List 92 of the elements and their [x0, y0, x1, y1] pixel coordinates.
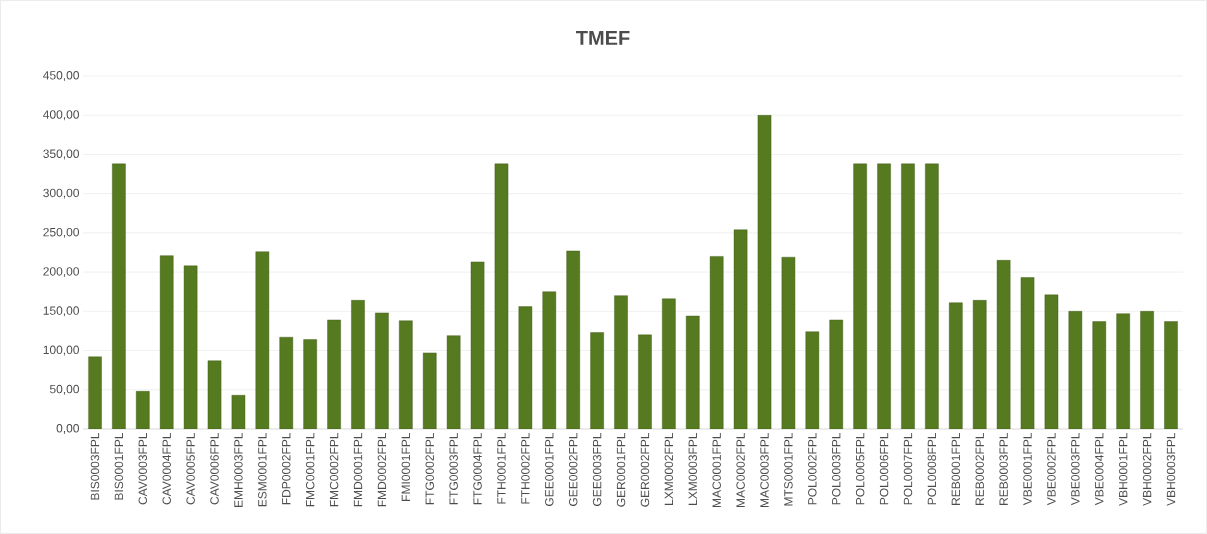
- bar: [1164, 321, 1178, 429]
- x-tick-label: FMC0002FPL: [329, 432, 339, 507]
- bar: [566, 250, 580, 429]
- bar: [112, 163, 126, 429]
- bar: [972, 300, 987, 429]
- bar: [446, 335, 461, 429]
- x-tick-label: EMH0003FPL: [234, 432, 243, 507]
- x-tick-label: VBE0001FPL: [1023, 432, 1032, 506]
- bar: [327, 319, 341, 429]
- x-tick-label: VBE0004FPL: [1095, 432, 1104, 506]
- bar: [996, 260, 1011, 429]
- x-tick-label: BIS0001FPL: [114, 432, 124, 500]
- x-tick-label: REB0001FPL: [951, 432, 961, 505]
- x-tick-label: FMC0001FPL: [305, 432, 315, 507]
- x-tick-label: VBH0003FPL: [1166, 432, 1176, 506]
- x-tick-label: REB0003FPL: [999, 432, 1008, 505]
- bar: [853, 163, 867, 429]
- bar: [590, 332, 604, 429]
- x-tick-label: FTG0002FPL: [425, 432, 434, 505]
- y-tick-label: 400,00: [43, 110, 80, 121]
- x-tick-label: MAC0003FPL: [760, 432, 769, 507]
- x-tick-label: POL0005FPL: [855, 432, 865, 505]
- y-tick-label: 450,00: [43, 71, 80, 81]
- x-tick-label: LXM0002FPL: [664, 432, 674, 505]
- bar: [1116, 313, 1130, 429]
- bar: [183, 265, 198, 429]
- chart-title: TMEF: [576, 31, 630, 45]
- x-tick-label: MAC0002FPL: [736, 432, 745, 507]
- x-tick-label: POL0003FPL: [831, 432, 841, 505]
- bar: [399, 320, 413, 429]
- x-tick-label: FDP0002FPL: [282, 432, 291, 505]
- y-tick-label: 150,00: [43, 306, 80, 317]
- x-tick-label: BIS0003FPL: [90, 432, 100, 500]
- bar: [925, 163, 939, 429]
- bar: [1068, 311, 1083, 429]
- x-tick-label: REB0002FPL: [975, 432, 984, 505]
- bar: [159, 255, 174, 429]
- y-tick-label: 300,00: [43, 188, 80, 199]
- y-tick-label: 0,00: [56, 424, 80, 434]
- x-tick-label: FMD0001FPL: [353, 432, 363, 507]
- x-tick-label: ESM0001FPL: [258, 432, 267, 507]
- x-tick-label: POL0007FPL: [903, 432, 913, 505]
- bar: [805, 331, 820, 429]
- y-tick-label: 350,00: [43, 149, 80, 160]
- x-tick-label: GEE0003FPL: [592, 432, 602, 506]
- y-tick-label: 100,00: [43, 345, 80, 356]
- bar: [518, 306, 533, 429]
- x-tick-label: FMD0002FPL: [377, 432, 387, 507]
- x-tick-label: LXM0003FPL: [688, 432, 697, 505]
- bar: [709, 256, 724, 429]
- bar: [781, 256, 796, 429]
- x-tick-label: GER0002FPL: [640, 432, 650, 507]
- bar: [375, 312, 389, 429]
- bar: [949, 302, 963, 429]
- x-tick-label: FTG0004FPL: [473, 432, 482, 505]
- x-tick-label: GER0001FPL: [616, 432, 626, 507]
- bar: [88, 356, 102, 429]
- x-tick-label: FMI0001FPL: [401, 432, 411, 501]
- bar: [542, 291, 557, 429]
- bar: [303, 339, 317, 429]
- bar: [733, 229, 748, 429]
- x-tick-label: GEE0001FPL: [545, 432, 554, 506]
- x-tick-label: VBE0003FPL: [1071, 432, 1080, 506]
- x-tick-label: CAV0005FPL: [186, 432, 195, 505]
- x-tick-label: POL0008FPL: [927, 432, 937, 505]
- x-tick-label: MTS0001FPL: [784, 432, 793, 506]
- x-tick-label: FTH0002FPL: [521, 432, 530, 504]
- x-tick-label: FTH0001FPL: [497, 432, 506, 504]
- y-tick-label: 200,00: [43, 267, 80, 278]
- x-tick-label: CAV0003FPL: [138, 432, 148, 505]
- bar: [614, 295, 628, 429]
- x-tick-label: POL0006FPL: [879, 432, 889, 505]
- x-tick-label: CAV0006FPL: [210, 432, 219, 505]
- x-tick-label: MAC0001FPL: [712, 432, 721, 507]
- x-tick-label: VBH0002FPL: [1142, 432, 1152, 506]
- x-tick-label: GEE0002FPL: [568, 432, 578, 506]
- x-tick-label: POL0002FPL: [808, 432, 817, 505]
- bar: [1140, 311, 1154, 429]
- x-tick-label: VBH0001FPL: [1118, 432, 1128, 506]
- bar: [901, 163, 915, 429]
- y-tick-label: 50,00: [49, 384, 80, 395]
- x-tick-label: CAV0004FPL: [162, 432, 171, 505]
- bar: [1092, 321, 1107, 429]
- y-tick-label: 250,00: [43, 227, 80, 238]
- bar: [877, 163, 891, 429]
- x-tick-label: FTG0003FPL: [449, 432, 458, 505]
- x-tick-label: VBE0002FPL: [1047, 432, 1056, 506]
- bar: [829, 319, 844, 429]
- bar: [685, 315, 700, 429]
- bar: [255, 251, 270, 429]
- bar: [662, 298, 676, 429]
- bar: [351, 300, 365, 429]
